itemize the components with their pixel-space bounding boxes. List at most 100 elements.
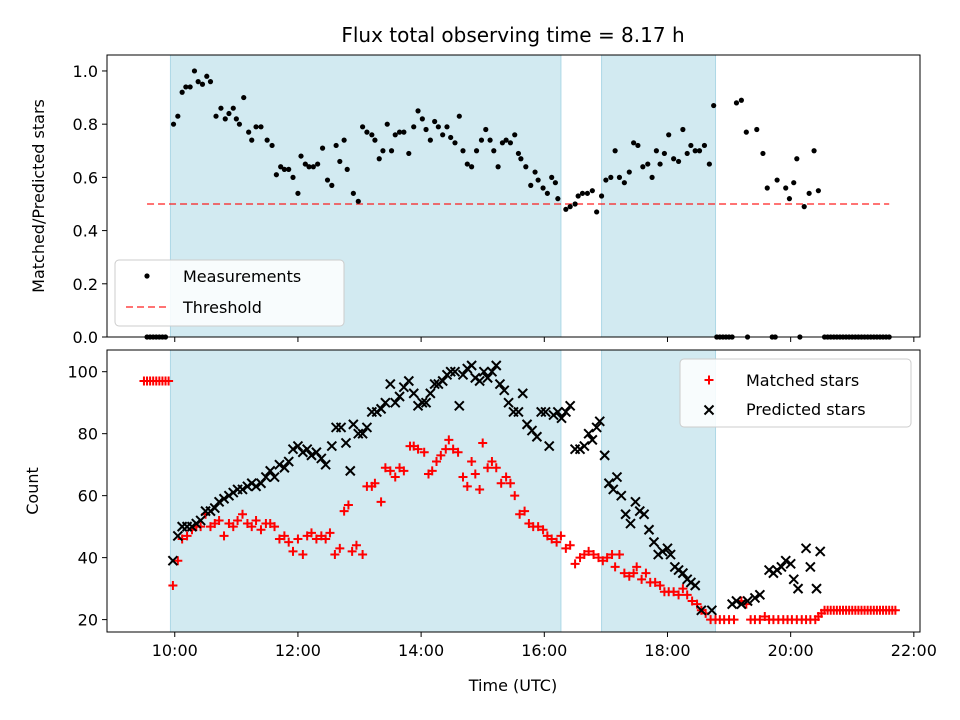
measurement-point: [302, 161, 308, 167]
predicted-star-point: [375, 403, 387, 415]
measurement-point: [507, 140, 514, 146]
measurement-point: [786, 196, 793, 202]
matched-star-point: [399, 466, 409, 476]
measurement-point: [315, 161, 321, 167]
x-tick-label: 12:00: [275, 641, 321, 660]
measurement-point: [427, 137, 433, 143]
predicted-star-point: [648, 536, 660, 548]
predicted-star-point: [380, 397, 391, 408]
predicted-star-point: [630, 496, 641, 508]
chart-title: Flux total observing time = 8.17 h: [341, 23, 684, 47]
predicted-star-point: [620, 509, 631, 520]
measurement-point: [419, 116, 425, 122]
matched-star-point: [358, 550, 368, 560]
legend-measurements-label: Measurements: [183, 267, 301, 286]
measurement-point: [760, 150, 766, 157]
predicted-star-point: [301, 443, 313, 455]
predicted-star-point: [736, 598, 747, 610]
predicted-star-point: [420, 397, 432, 408]
matched-star-point: [288, 546, 298, 556]
measurement-point: [532, 169, 538, 175]
measurement-point: [631, 140, 637, 146]
matched-star-point: [682, 590, 692, 600]
predicted-star-point: [785, 558, 796, 570]
measurement-point: [523, 164, 529, 170]
measurement-point: [783, 185, 789, 191]
predicted-star-point: [353, 428, 364, 439]
matched-star-point: [641, 568, 651, 578]
predicted-star-point: [287, 443, 299, 455]
measurement-point: [696, 148, 703, 154]
matched-star-point: [419, 447, 429, 457]
matched-star-point: [339, 506, 349, 516]
measurement-point: [333, 142, 339, 149]
x-tick-label: 14:00: [398, 641, 444, 660]
predicted-star-point: [776, 561, 787, 573]
predicted-star-point: [643, 524, 655, 535]
measurement-point: [432, 118, 438, 125]
measurement-point: [226, 110, 232, 117]
measurement-point: [440, 132, 446, 138]
measurement-point: [584, 190, 591, 196]
predicted-star-point: [638, 509, 650, 520]
series-predicted: [167, 360, 826, 616]
matched-star-point: [538, 525, 548, 535]
predicted-star-point: [800, 543, 812, 554]
measurement-point: [249, 137, 255, 143]
predicted-star-point: [283, 456, 294, 467]
matched-star-point: [515, 509, 525, 519]
predicted-star-point: [587, 434, 598, 446]
matched-star-point: [385, 466, 395, 476]
measurement-point: [706, 161, 712, 167]
predicted-star-point: [390, 397, 401, 408]
measurement-point: [230, 105, 236, 111]
predicted-star-point: [754, 589, 766, 601]
matched-star-point: [687, 596, 697, 606]
predicted-star-point: [172, 530, 184, 542]
predicted-star-point: [445, 366, 456, 377]
measurement-point: [360, 124, 366, 130]
measurement-point: [791, 180, 797, 186]
predicted-star-point: [749, 592, 761, 604]
measurement-point: [191, 68, 198, 74]
predicted-star-point: [195, 515, 206, 526]
measurement-point: [540, 185, 546, 191]
measurement-point: [380, 148, 386, 154]
measurement-point: [344, 166, 350, 172]
measurement-point: [444, 124, 450, 130]
matched-star-point: [467, 457, 477, 467]
measurement-point: [589, 188, 595, 194]
matched-star-point: [674, 590, 684, 600]
axes-frame: [106, 54, 921, 338]
matched-star-point: [755, 615, 765, 625]
measurement-point: [675, 158, 682, 165]
x-axis-label: Time (UTC): [468, 676, 557, 695]
predicted-star-point: [482, 372, 493, 384]
predicted-star-point: [437, 375, 448, 387]
matched-star-point: [321, 534, 331, 544]
measurement-point: [337, 158, 343, 165]
predicted-star-point: [696, 605, 707, 616]
shaded-interval-1: [601, 54, 717, 338]
measurement-point: [355, 198, 361, 204]
measurement-point: [483, 126, 489, 133]
x-tick-label: 22:00: [891, 641, 937, 660]
predicted-star-point: [677, 567, 689, 579]
measurement-point: [448, 134, 454, 141]
measurement-point: [491, 148, 497, 154]
measurement-point: [657, 161, 663, 167]
measurement-point: [661, 150, 667, 157]
measurement-point: [612, 148, 618, 154]
predicted-star-point: [689, 580, 701, 591]
matched-star-point: [448, 444, 458, 454]
measurement-point: [199, 81, 206, 87]
measurement-point: [711, 102, 717, 109]
measurement-point: [552, 180, 558, 186]
predicted-star-point: [429, 378, 440, 390]
measurement-point: [680, 126, 686, 133]
predicted-star-point: [279, 462, 290, 473]
measurement-point: [415, 108, 421, 114]
predicted-star-point: [250, 481, 262, 492]
measurement-point: [423, 126, 429, 133]
matched-star-point: [298, 550, 308, 560]
